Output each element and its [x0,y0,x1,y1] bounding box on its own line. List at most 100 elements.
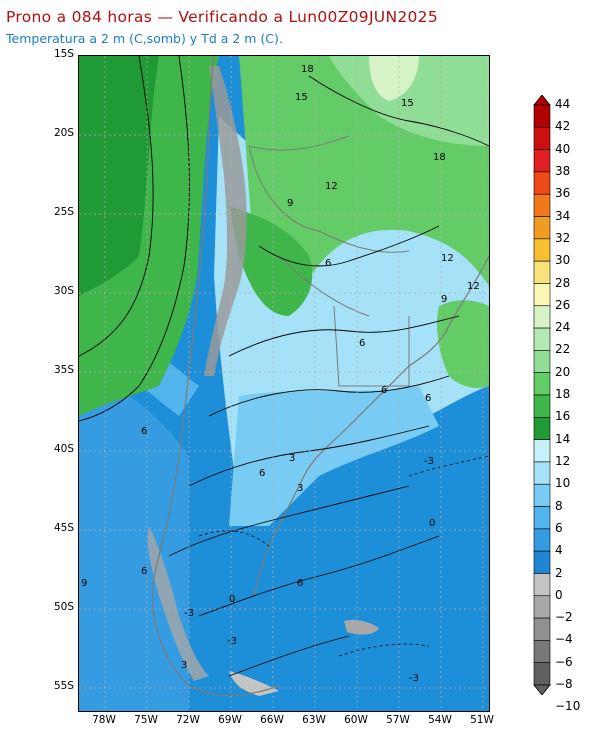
lon-label: 54W [428,714,452,726]
lat-label: 25S [53,206,74,218]
map-subtitle: Temperatura a 2 m (C,somb) y Td a 2 m (C… [6,31,283,46]
contour-label: 6 [359,338,365,349]
lat-label: 35S [53,364,74,376]
country-borders [248,135,410,387]
colorbar-label: 16 [555,409,571,424]
colorbar-swatch [533,127,551,150]
colorbar-swatch [533,573,551,597]
colorbar-label: −8 [555,677,573,691]
lon-label: 72W [176,714,200,726]
colorbar-label: 40 [555,141,571,156]
contour-label: -3 [184,608,194,619]
north-lightgreen [329,56,489,146]
lon-label: 69W [218,714,242,726]
pacific-green-dark [79,56,159,296]
colorbar-top-arrow [533,95,551,106]
colorbar-label: 22 [555,342,571,357]
contour-label: 3 [289,453,295,464]
lat-lon-grid [79,56,489,711]
colorbar-swatch [533,595,551,619]
colorbar-label: 42 [555,119,571,134]
colorbar-swatch [533,104,551,128]
colorbar-swatch [533,528,551,552]
contour-label: 6 [425,393,431,404]
colorbar-swatch [533,640,551,663]
colorbar-swatch [533,305,551,329]
colorbar-label: 28 [555,275,571,290]
colorbar-swatch [533,417,551,440]
colorbar-swatch [533,327,551,351]
north-paleyellow [369,56,419,101]
lon-label: 63W [302,714,326,726]
coast-green-south [437,300,489,388]
patagonia-gray [147,526,209,681]
contour-label: 6 [381,385,387,396]
colorbar-swatch [533,283,551,307]
lon-label: 78W [92,714,116,726]
contour-label: 3 [181,660,187,671]
lat-label: 55S [53,680,74,692]
colorbar-swatch [533,394,551,418]
lat-label: 20S [53,127,74,139]
contour-label: 6 [297,578,303,589]
contour-label: 12 [467,281,480,292]
colorbar-swatch [533,461,551,485]
lat-label: 40S [53,443,74,455]
colorbar-swatch [533,216,551,240]
colorbar-swatch [533,238,551,262]
andes-spine [204,66,247,376]
contour-label: 9 [441,294,447,305]
colorbar-label: 38 [555,163,571,178]
map-panel: 18 15 15 18 12 9 6 12 9 12 6 6 6 6 3 6 3… [78,55,490,712]
colorbar-label: 14 [555,431,571,446]
contour-label: -3 [227,636,237,647]
lat-label: 50S [53,601,74,613]
lat-label: 30S [53,285,74,297]
contour-label: 12 [325,181,338,192]
colorbar-label: 6 [555,520,563,535]
colorbar-label: −10 [555,699,581,714]
colorbar-label: 34 [555,208,571,223]
colorbar-label: −4 [555,632,573,647]
contour-label: 18 [433,152,446,163]
contour-label: 12 [441,253,454,264]
contour-label: 6 [259,468,265,479]
colorbar-swatch [533,350,551,373]
colorbar-label: 20 [555,364,571,379]
colorbar-label: −2 [555,610,573,625]
colorbar-bottom-arrow [533,684,551,695]
colorbar-label: 10 [555,476,571,491]
lat-label: 45S [53,522,74,534]
contour-label: 9 [287,198,293,209]
colorbar-label: 0 [555,587,563,602]
colorbar-swatch [533,506,551,530]
colorbar-swatch [533,149,551,173]
contour-label: 18 [301,64,314,75]
colorbar-label: 2 [555,565,563,580]
contour-value-labels: 18 15 15 18 12 9 6 12 9 12 6 6 6 6 3 6 3… [81,64,480,684]
falklands [344,619,379,635]
colorbar-swatch [533,662,551,686]
contour-label: 3 [297,483,303,494]
colorbar-label: 18 [555,387,571,401]
contour-label: 6 [141,426,147,437]
colorbar-swatch [533,171,551,195]
colorbar-swatch [533,372,551,396]
contour-label: 15 [295,92,308,103]
contour-label: 0 [229,594,235,605]
colorbar-swatch [533,193,551,217]
lon-label: 51W [470,714,494,726]
colorbar-swatch [533,260,551,284]
contour-label: -3 [409,673,419,684]
colorbar-label: 44 [555,97,571,111]
continent-lightblue [229,386,439,526]
dewpoint-contours [198,455,489,657]
colorbar-label: 36 [555,186,571,201]
lon-label: 60W [344,714,368,726]
colorbar-label: 24 [555,320,571,335]
colorbar-swatch [533,550,551,574]
colorbar-label: −6 [555,654,573,669]
contour-label: 9 [81,578,87,589]
contour-label: -3 [424,456,434,467]
map-title: Prono a 084 horas — Verificando a Lun00Z… [6,8,438,26]
